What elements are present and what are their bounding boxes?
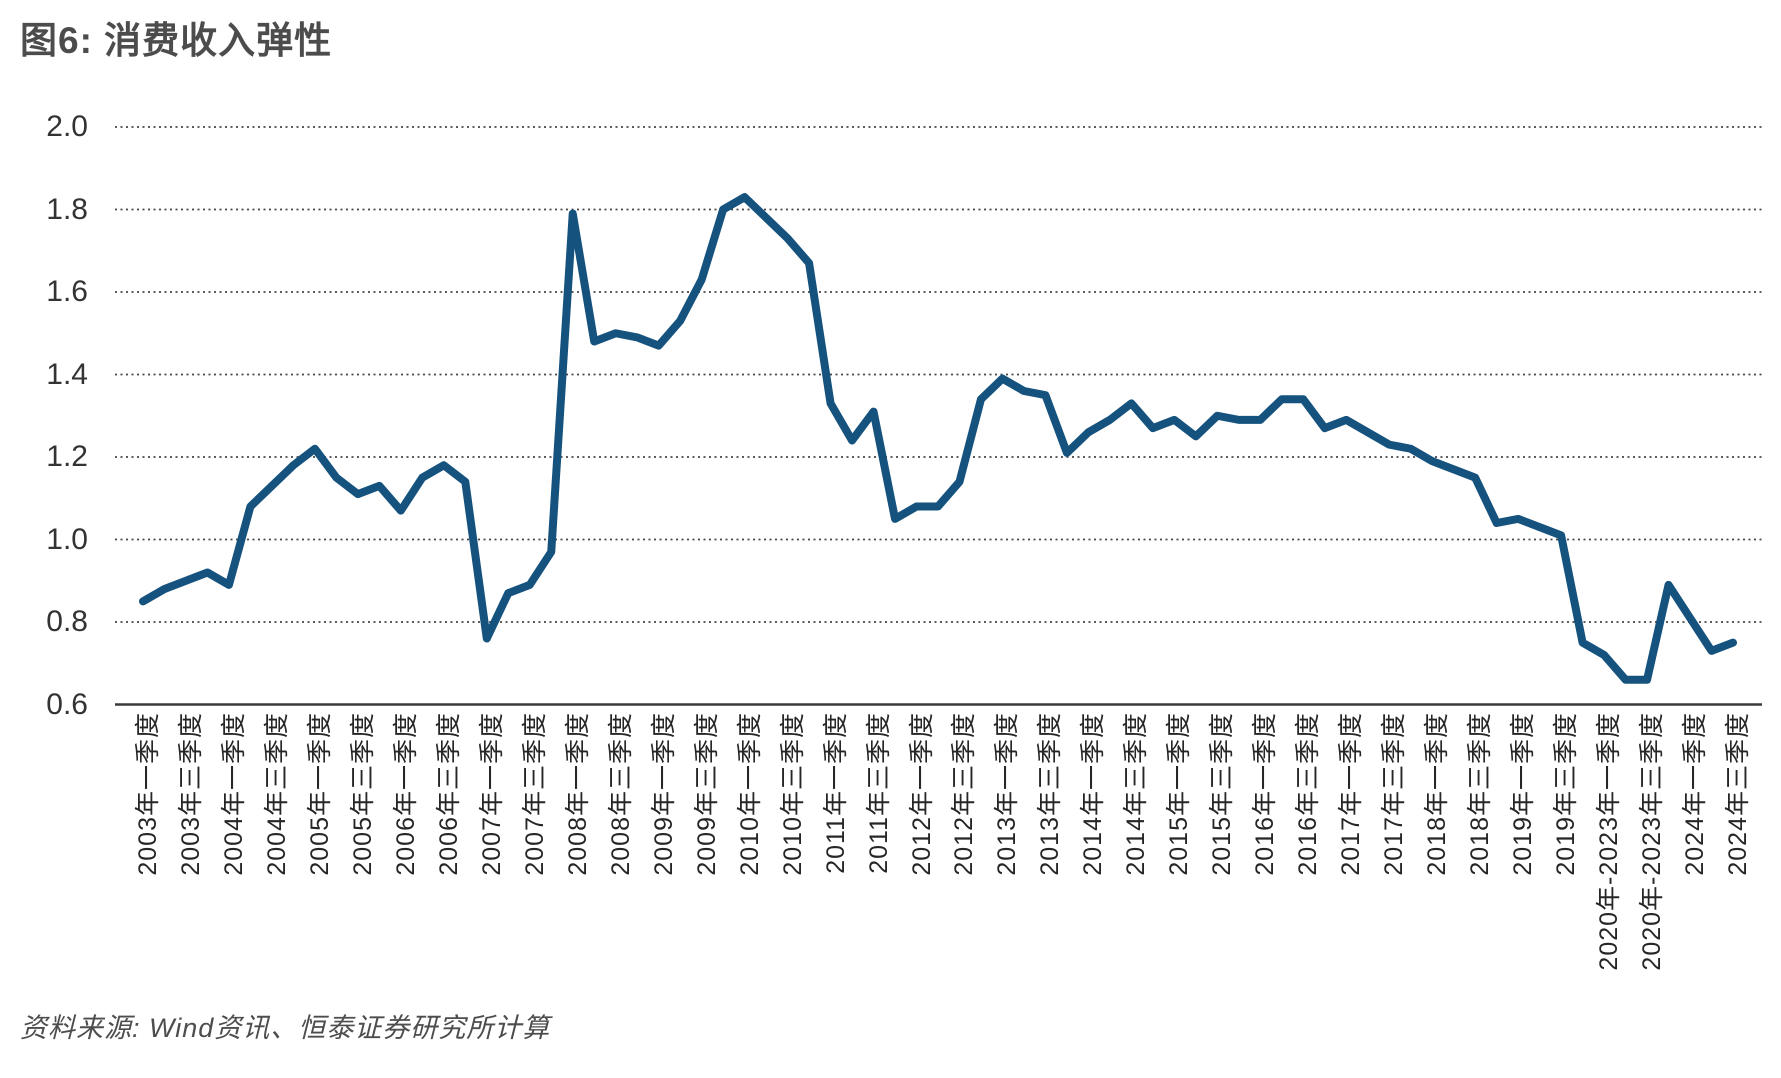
- x-tick-label: 2004年三季度: [262, 712, 291, 876]
- x-tick-label: 2011年三季度: [864, 712, 893, 874]
- x-tick-label: 2020年-2023年三季度: [1638, 712, 1667, 971]
- x-tick-label: 2012年一季度: [907, 712, 936, 876]
- x-tick-label: 2024年三季度: [1724, 712, 1752, 876]
- source-note: 资料来源: Wind资讯、恒泰证券研究所计算: [20, 1013, 551, 1043]
- x-tick-label: 2015年三季度: [1208, 712, 1237, 876]
- x-tick-label: 2006年三季度: [434, 712, 463, 876]
- x-tick-label: 2014年三季度: [1122, 712, 1151, 876]
- x-tick-label: 2019年一季度: [1509, 712, 1538, 876]
- x-tick-label: 2024年一季度: [1681, 712, 1710, 876]
- x-tick-label: 2016年三季度: [1294, 712, 1323, 876]
- y-tick-label: 2.0: [46, 110, 88, 143]
- x-tick-label: 2009年三季度: [692, 712, 721, 876]
- y-tick-label: 0.8: [46, 605, 88, 638]
- y-tick-label: 0.6: [46, 687, 88, 721]
- y-tick-label: 1.2: [46, 440, 88, 473]
- x-tick-label: 2017年三季度: [1380, 712, 1409, 876]
- data-line-series: [139, 193, 1737, 684]
- x-tick-label: 2003年一季度: [134, 712, 162, 876]
- x-tick-label: 2006年一季度: [391, 712, 420, 876]
- x-tick-label: 2007年一季度: [477, 712, 506, 876]
- y-tick-label: 1.6: [46, 275, 88, 308]
- x-tick-label: 2018年三季度: [1466, 712, 1495, 876]
- x-tick-label: 2016年一季度: [1251, 712, 1280, 876]
- x-tick-label: 2019年三季度: [1552, 712, 1581, 876]
- x-tick-label: 2010年三季度: [778, 712, 807, 876]
- x-tick-label: 2017年一季度: [1337, 712, 1366, 876]
- x-tick-label: 2004年一季度: [219, 712, 248, 876]
- y-tick-label: 1.4: [46, 357, 88, 391]
- x-tick-label: 2020年-2023年一季度: [1595, 712, 1624, 971]
- x-tick-label: 2005年一季度: [305, 712, 334, 876]
- x-tick-label: 2018年一季度: [1423, 712, 1452, 876]
- x-tick-label: 2008年三季度: [606, 712, 635, 876]
- y-tick-label: 1.0: [46, 522, 88, 556]
- x-tick-label: 2010年一季度: [735, 712, 764, 876]
- x-tick-label: 2009年一季度: [649, 712, 678, 876]
- x-tick-label: 2007年三季度: [520, 712, 549, 876]
- x-tick-label: 2008年一季度: [563, 712, 592, 876]
- x-tick-label: 2005年三季度: [348, 712, 377, 876]
- x-tick-label: 2012年三季度: [950, 712, 979, 876]
- x-tick-label: 2014年一季度: [1079, 712, 1108, 876]
- x-tick-label: 2003年三季度: [176, 712, 205, 876]
- chart-title: 图6: 消费收入弹性: [20, 20, 333, 61]
- y-tick-label: 1.8: [46, 192, 88, 226]
- x-tick-label: 2015年一季度: [1165, 712, 1194, 876]
- x-tick-label: 2013年三季度: [1036, 712, 1065, 876]
- x-tick-label: 2013年一季度: [993, 712, 1022, 876]
- x-tick-label: 2011年一季度: [821, 712, 850, 874]
